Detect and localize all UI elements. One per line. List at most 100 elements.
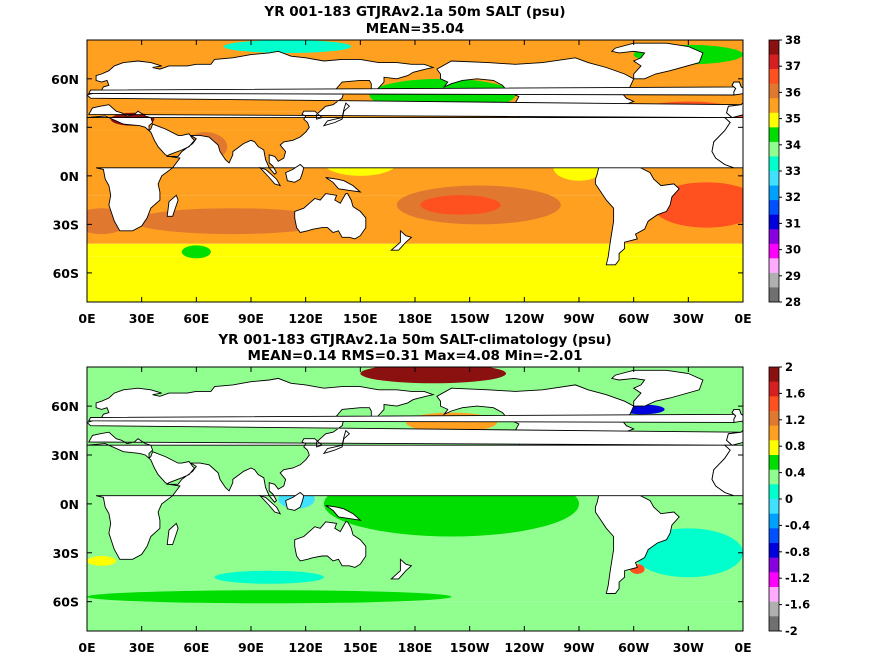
y-tick-label: 0N — [60, 169, 79, 184]
colorbar-swatch — [769, 40, 779, 55]
x-tick-label: 90E — [238, 640, 264, 655]
x-tick-label: 90E — [238, 311, 264, 326]
landmass-eurasia-wrap — [711, 94, 743, 169]
map-panel-2: 0E 30E 60E 90E 120E 150E 180E 150W 120W 90W 60W 30W… — [51, 332, 810, 655]
y-tick-label: 60S — [53, 595, 79, 610]
landmass-sumatra — [258, 166, 282, 187]
continents — [87, 42, 743, 266]
landmass-newguinea — [325, 505, 362, 521]
x-tick-label: 30W — [673, 640, 704, 655]
x-tick-label: 90W — [563, 640, 594, 655]
x-tick-label: 60E — [183, 311, 209, 326]
colorbar-label: -1.2 — [785, 571, 810, 585]
y-tick-label: 60N — [51, 72, 79, 87]
landmass-uk-wrap — [731, 408, 743, 423]
landmass-japan — [322, 429, 351, 455]
colorbar-swatch — [769, 396, 779, 412]
colorbar-swatch — [769, 572, 779, 588]
colorbar-swatch — [769, 156, 779, 172]
colorbar-swatch — [769, 381, 779, 397]
colorbar-swatch — [769, 258, 779, 274]
south-indian-fresh — [181, 245, 211, 259]
agulhas-yellow — [87, 556, 117, 566]
x-tick-label: 150W — [450, 311, 490, 326]
southern-indian-cyan — [214, 570, 324, 584]
landmass-japan — [322, 102, 351, 127]
x-tick-label: 0E — [78, 311, 95, 326]
colorbar-label: 0 — [785, 492, 793, 506]
x-tick-label: 120E — [288, 640, 323, 655]
landmass-greenland — [610, 42, 704, 80]
landmass-uk-wrap — [731, 81, 743, 96]
x-tick-label: 150W — [450, 640, 490, 655]
x-tick-label: 30E — [129, 640, 155, 655]
x-tick-label: 60W — [618, 311, 649, 326]
colorbar-swatch — [769, 440, 779, 456]
y-tick-label: 60N — [51, 399, 79, 414]
colorbar-swatch — [769, 543, 779, 558]
field-band — [87, 256, 743, 302]
colorbar-label: 2 — [785, 360, 793, 374]
y-tick-label: 0N — [60, 497, 79, 512]
colorbar-label: -2 — [785, 624, 798, 638]
colorbar-swatch — [769, 229, 779, 245]
siberian-arctic — [223, 40, 352, 53]
colorbar-label: 29 — [785, 269, 801, 283]
colorbar-swatch — [769, 54, 779, 70]
colorbar-swatch — [769, 469, 779, 485]
chart-title: YR 001-183 GTJRAv2.1a 50m SALT (psu) — [263, 4, 565, 20]
colorbar-label: 35 — [785, 112, 801, 126]
x-tick-label: 0E — [734, 311, 751, 326]
colorbar-label: 1.2 — [785, 413, 805, 427]
landmass-borneo — [285, 163, 305, 183]
colorbar-swatch — [769, 200, 779, 215]
y-tick-label: 30N — [51, 120, 79, 135]
chart-subtitle: MEAN=0.14 RMS=0.31 Max=4.08 Min=-2.01 — [247, 348, 582, 364]
colorbar-swatch — [769, 243, 779, 259]
x-tick-label: 60W — [618, 640, 649, 655]
landmass-greenland — [610, 369, 704, 407]
colorbar-swatch — [769, 171, 779, 186]
x-tick-label: 120E — [288, 311, 323, 326]
x-tick-label: 30W — [673, 311, 704, 326]
y-tick-label: 30S — [53, 217, 79, 232]
x-tick-label: 0E — [78, 640, 95, 655]
map-panel-1: 0E 30E 60E 90E 120E 150E 180E 150W 120W 90W 60W 30W… — [51, 4, 801, 326]
x-tick-label: 60E — [183, 640, 209, 655]
colorbar-swatch — [769, 513, 779, 529]
colorbar-swatch — [769, 83, 779, 99]
landmass-eurasia-wrap — [711, 421, 743, 497]
colorbar-swatch — [769, 112, 779, 128]
colorbar-swatch — [769, 367, 779, 382]
continents — [87, 369, 743, 594]
colorbar-label: 37 — [785, 59, 801, 73]
colorbar-label: 31 — [785, 216, 801, 230]
colorbar-swatch — [769, 141, 779, 157]
colorbar-swatch — [769, 272, 779, 288]
colorbar-swatch — [769, 98, 779, 114]
colorbar: 38 37 36 35 34 33 32 31 30 29 28 — [768, 33, 801, 309]
colorbar-label: 0.8 — [785, 439, 805, 453]
landmass-newguinea — [325, 177, 362, 193]
y-tick-label: 60S — [53, 266, 79, 281]
colorbar: 2 1.6 1.2 0.8 0.4 0 -0.4 -0.8 -1.2 -1.6 -2 — [768, 360, 810, 638]
colorbar-swatch — [769, 616, 779, 632]
x-tick-label: 120W — [504, 311, 544, 326]
x-tick-label: 90W — [563, 311, 594, 326]
y-tick-label: 30N — [51, 448, 79, 463]
x-tick-label: 0E — [734, 640, 751, 655]
colorbar-label: 32 — [785, 190, 801, 204]
colorbar-label: 34 — [785, 138, 801, 152]
colorbar-swatch — [769, 601, 779, 617]
x-tick-label: 180E — [398, 640, 433, 655]
landmass-borneo — [285, 491, 305, 511]
colorbar-label: 28 — [785, 295, 801, 309]
colorbar-label: -0.4 — [785, 518, 810, 532]
colorbar-swatch — [769, 587, 779, 602]
colorbar-label: -1.6 — [785, 598, 810, 612]
colorbar-label: 0.4 — [785, 466, 805, 480]
colorbar-swatch — [769, 484, 779, 500]
landmass-madagascar — [166, 522, 179, 546]
colorbar-swatch — [769, 69, 779, 84]
